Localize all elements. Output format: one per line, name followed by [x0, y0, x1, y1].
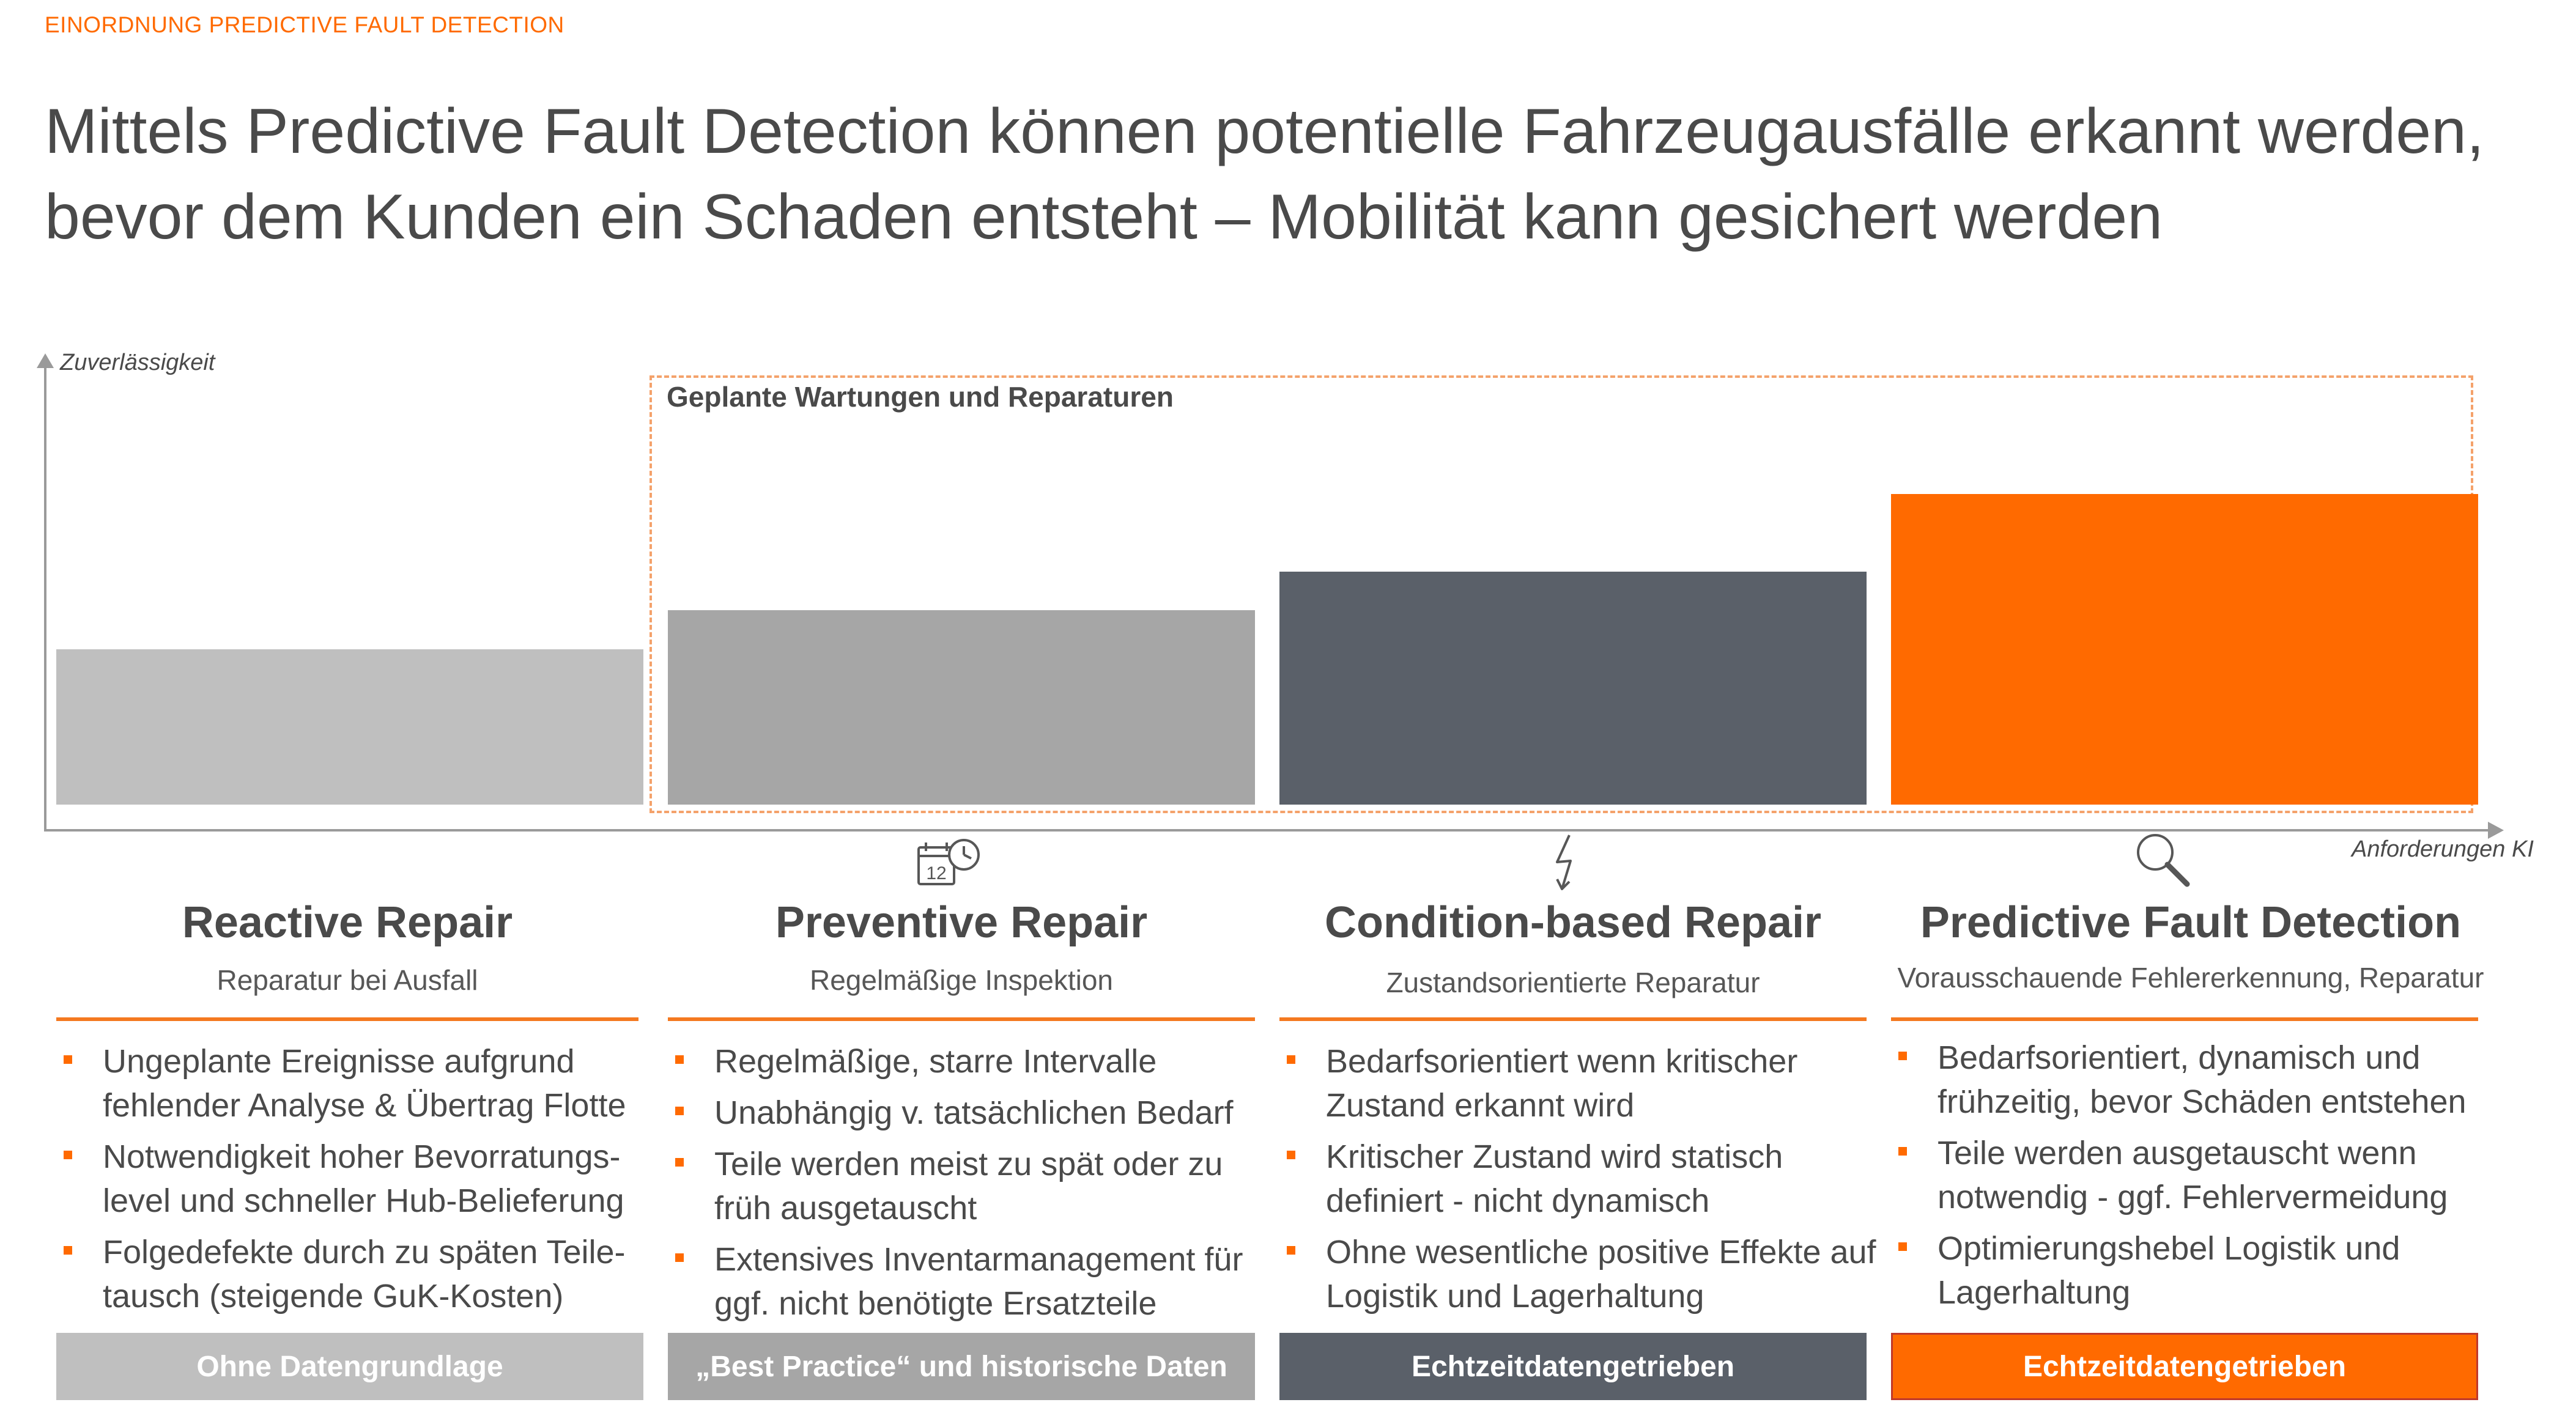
list-item: Notwendigkeit hoher Bevorratungs-level u… — [56, 1135, 656, 1223]
reactive-repair-divider — [56, 1017, 638, 1021]
condition-based-repair-subtitle: Zustandsorientierte Reparatur — [1386, 967, 1760, 998]
list-item: Bedarfsorientiert wenn kritischer Zustan… — [1279, 1039, 1891, 1127]
magnifier-icon — [2133, 830, 2194, 891]
preventive-repair-footer: „Best Practice“ und historische Daten — [668, 1333, 1255, 1400]
bar-reactive-repair — [56, 649, 643, 805]
condition-based-repair-divider — [1279, 1017, 1867, 1021]
reactive-repair-footer-label: Ohne Datengrundlage — [196, 1350, 503, 1383]
list-item: Ohne wesentliche positive Effekte auf Lo… — [1279, 1230, 1891, 1318]
predictive-fault-detection-footer-label: Echtzeitdatengetrieben — [2023, 1350, 2347, 1383]
preventive-repair-subtitle: Regelmäßige Inspektion — [809, 964, 1114, 996]
x-axis-label: Anforderungen KI — [2352, 836, 2534, 862]
reactive-repair-bullets: Ungeplante Ereignisse aufgrund fehlender… — [56, 1039, 656, 1326]
calendar-date-text: 12 — [926, 863, 946, 883]
reactive-repair-subtitle: Reparatur bei Ausfall — [217, 964, 478, 996]
y-axis-label: Zuverlässigkeit — [60, 350, 215, 375]
bar-condition-based-repair — [1279, 572, 1867, 805]
list-item: Folgedefekte durch zu späten Teile-tausc… — [56, 1230, 656, 1318]
preventive-repair-divider — [668, 1017, 1255, 1021]
y-axis — [44, 361, 46, 832]
predictive-fault-detection-footer: Echtzeitdatengetrieben — [1891, 1333, 2478, 1400]
x-axis-arrow-icon — [2488, 822, 2504, 839]
planned-maintenance-label: Geplante Wartungen und Reparaturen — [667, 381, 1174, 413]
list-item: Extensives Inventarmanagement für ggf. n… — [668, 1237, 1267, 1326]
preventive-repair-bullets: Regelmäßige, starre Intervalle Unabhängi… — [668, 1039, 1267, 1333]
bar-preventive-repair — [668, 610, 1255, 805]
predictive-fault-detection-bullets: Bedarfsorientiert, dynamisch und frühzei… — [1891, 1036, 2539, 1322]
predictive-fault-detection-subtitle: Vorausschauende Fehlererkennung, Reparat… — [1897, 962, 2484, 994]
list-item: Teile werden ausgetauscht wenn notwendig… — [1891, 1131, 2539, 1219]
predictive-fault-detection-divider — [1891, 1017, 2478, 1021]
list-item: Regelmäßige, starre Intervalle — [668, 1039, 1267, 1083]
preventive-repair-title: Preventive Repair — [775, 898, 1148, 947]
reactive-repair-title: Reactive Repair — [182, 898, 513, 947]
calendar-clock-icon: 12 — [916, 836, 983, 898]
list-item: Unabhängig v. tatsächlichen Bedarf — [668, 1091, 1267, 1135]
condition-based-repair-footer-label: Echtzeitdatengetrieben — [1411, 1350, 1735, 1383]
list-item: Teile werden meist zu spät oder zu früh … — [668, 1142, 1267, 1230]
bar-predictive-fault-detection — [1891, 494, 2478, 805]
list-item: Optimierungshebel Logistik und Lagerhalt… — [1891, 1226, 2539, 1315]
condition-based-repair-footer: Echtzeitdatengetrieben — [1279, 1333, 1867, 1400]
section-tag: EINORDNUNG PREDICTIVE FAULT DETECTION — [45, 12, 564, 37]
preventive-repair-footer-label: „Best Practice“ und historische Daten — [695, 1350, 1227, 1383]
list-item: Kritischer Zustand wird statisch definie… — [1279, 1135, 1891, 1223]
list-item: Bedarfsorientiert, dynamisch und frühzei… — [1891, 1036, 2539, 1124]
slide-headline: Mittels Predictive Fault Detection könne… — [45, 96, 2484, 253]
predictive-fault-detection-title: Predictive Fault Detection — [1920, 898, 2462, 947]
condition-based-repair-title: Condition-based Repair — [1324, 898, 1822, 947]
condition-based-repair-bullets: Bedarfsorientiert wenn kritischer Zustan… — [1279, 1039, 1891, 1326]
list-item: Ungeplante Ereignisse aufgrund fehlender… — [56, 1039, 656, 1127]
lightning-icon — [1549, 833, 1585, 894]
reactive-repair-footer: Ohne Datengrundlage — [56, 1333, 643, 1400]
x-axis — [44, 829, 2490, 832]
